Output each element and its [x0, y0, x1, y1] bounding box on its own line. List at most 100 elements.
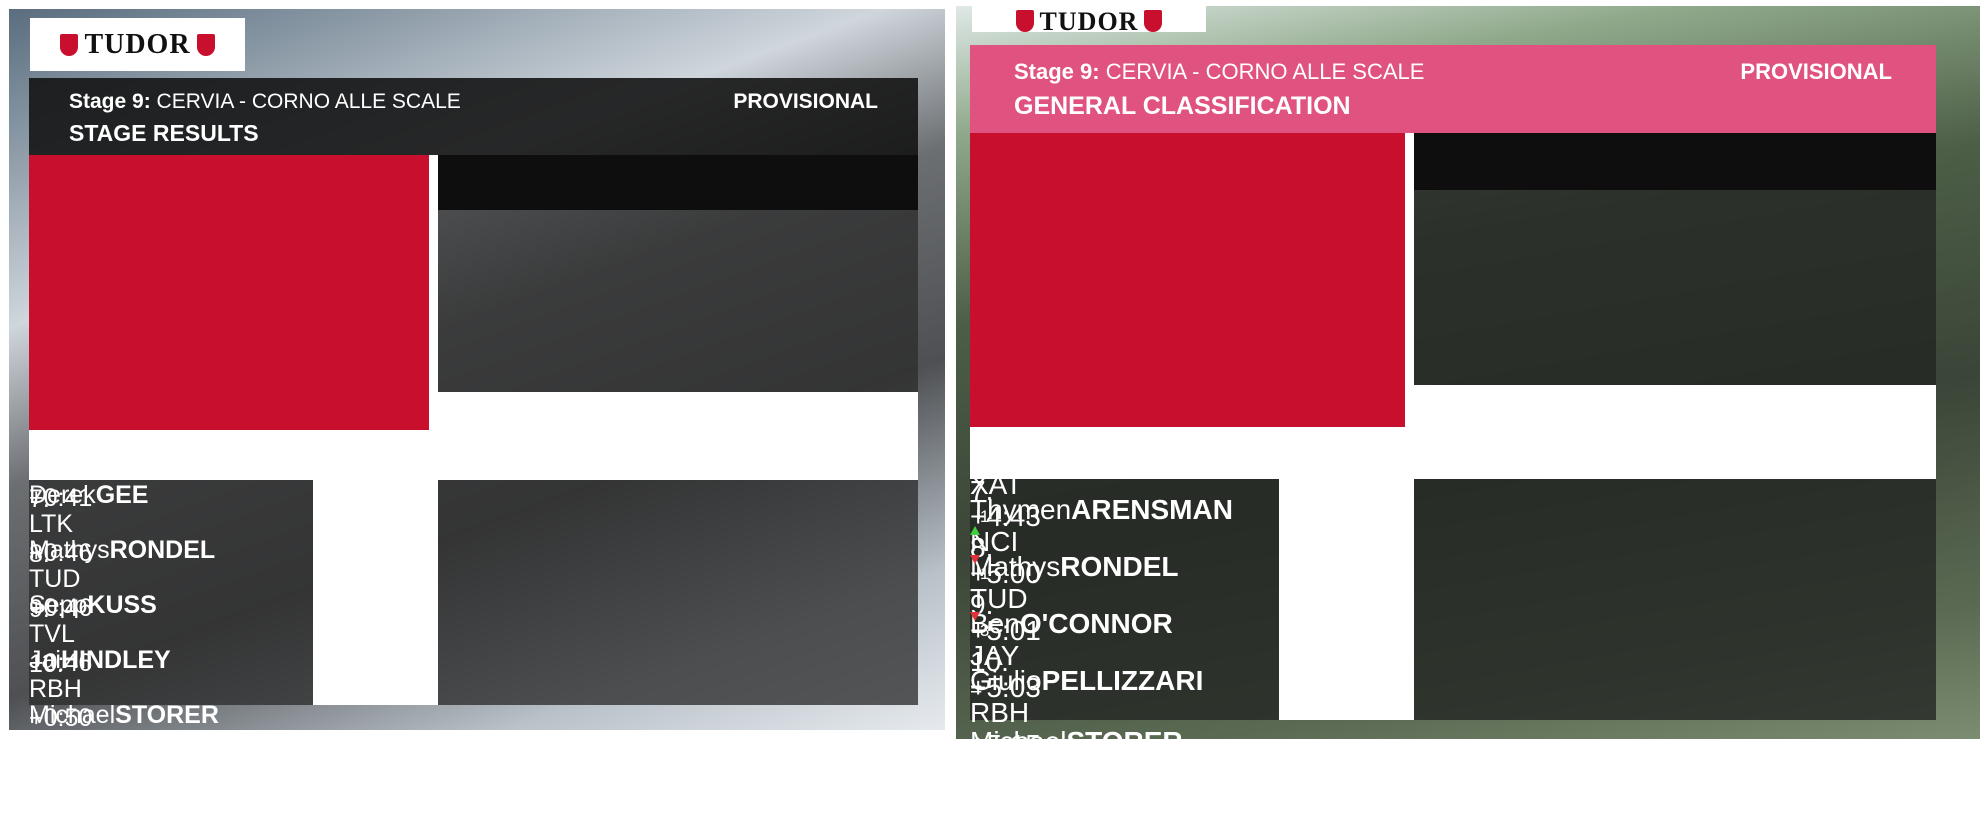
logo-shield [1015, 10, 1034, 32]
time: +5:03 [970, 672, 1041, 703]
first-name: Michael [970, 726, 1067, 757]
header: Stage 9: CERVIA - CORNO ALLE SCALE PROVI… [970, 45, 1936, 133]
team: TUD [29, 565, 81, 593]
stage-line: Stage 9: CERVIA - CORNO ALLE SCALE [1014, 59, 1424, 85]
position-change: 3 [970, 612, 1936, 641]
first-name: Jai [29, 646, 61, 674]
rider-name: MathysRONDEL [29, 536, 918, 565]
last-name: STORER [115, 701, 219, 729]
time: +5:20 [970, 790, 1041, 821]
last-name: STORER [1066, 726, 1183, 757]
row: 10. MichaelSTORER TUD +0:50 [29, 155, 918, 787]
team: TUD [29, 730, 81, 758]
last-name: PELLIZZARI [1041, 665, 1204, 696]
rider-name: MichaelSTORER [29, 701, 918, 730]
last-name: HINDLEY [60, 646, 171, 674]
team: RBH [970, 697, 1030, 728]
rank: 9. [29, 595, 50, 623]
first-name: Derek [29, 481, 96, 509]
team: TUD [970, 758, 1028, 789]
time: +5:00 [970, 558, 1041, 589]
rider-name: MichaelSTORER [970, 726, 1936, 758]
rider-name: ThymenARENSMAN [970, 494, 1936, 526]
change-places: 1 [980, 564, 990, 583]
rank: 7. [970, 475, 994, 506]
position-change: 1 [970, 507, 1936, 535]
logo-shield [60, 33, 79, 56]
last-name: ARENSMAN [1071, 494, 1233, 525]
logo-text: TUDOR [84, 28, 191, 60]
rank: 8. [29, 540, 50, 568]
rider-name: SeppKUSS [29, 591, 918, 620]
time: +4:43 [970, 501, 1041, 532]
time: +0:50 [29, 704, 93, 732]
rank: 7. [29, 485, 50, 513]
row: 7. 1 MathysRONDEL TUD +5:01 [970, 475, 1936, 646]
status: PROVISIONAL [733, 90, 878, 113]
stage-line: Stage 9: CERVIA - CORNO ALLE SCALE [69, 90, 461, 114]
page: TUDOR Stage 9: CERVIA - CORNO ALLE SCALE… [9, 0, 1980, 821]
title: STAGE RESULTS [69, 120, 259, 146]
flag-part [970, 133, 1405, 427]
rank: 10. [970, 646, 1009, 677]
team: NCI [970, 526, 1019, 557]
time: +5:01 [970, 615, 1041, 646]
time: +0:50 [29, 759, 93, 787]
logo-shield [1144, 10, 1163, 32]
time: +0:46 [29, 539, 93, 567]
change-arrow [970, 555, 980, 583]
logo: TUDOR [972, 0, 1206, 32]
rider-name: DerekGEE [29, 481, 918, 510]
time: +0:46 [29, 649, 93, 677]
header: Stage 9: CERVIA - CORNO ALLE SCALE PROVI… [29, 78, 918, 155]
first-name: Mathys [970, 551, 1061, 582]
flag-part [29, 155, 430, 430]
position-change: = [970, 678, 1936, 702]
team: LTK [29, 510, 73, 538]
position-change: 1 [970, 555, 1936, 584]
route: CERVIA - CORNO ALLE SCALE [156, 90, 461, 113]
change-places: 3 [980, 621, 990, 640]
rider-name: MathysRONDEL [970, 551, 1936, 583]
team: JAY [970, 640, 1020, 671]
rank: 10. [29, 650, 64, 678]
rider-name: JaiHINDLEY [29, 646, 918, 675]
first-name: Michael [29, 701, 116, 729]
change-arrow [970, 612, 980, 640]
team: TVL [29, 620, 75, 648]
stage: Stage 9: [69, 90, 151, 113]
first-name: Mathys [29, 536, 110, 564]
logo: TUDOR [30, 18, 245, 71]
first-name: Sepp [29, 591, 88, 619]
status: PROVISIONAL [1740, 59, 1892, 84]
stage: Stage 9: [1014, 59, 1100, 84]
logo-text: TUDOR [1039, 7, 1139, 33]
first-name: Ben [970, 608, 1020, 639]
results-table: 1.JonasVINGEGAARDTVL4:20:212.FelixGALLDC… [29, 155, 918, 787]
change-arrow [970, 507, 980, 535]
first-name: Thymen [970, 494, 1072, 525]
change-places: 1 [980, 507, 990, 526]
gc-table: 1.=AfonsoEULÁLIOTBV38:49:442.=JonasVINGE… [970, 133, 1936, 821]
team: RBH [29, 675, 82, 703]
route: CERVIA - CORNO ALLE SCALE [1105, 59, 1425, 84]
flag [970, 133, 1405, 726]
last-name: RONDEL [109, 536, 216, 564]
change-symbol: = [970, 678, 983, 701]
last-name: O'CONNOR [1019, 608, 1173, 639]
last-name: RONDEL [1060, 551, 1179, 582]
row: 9. JaiHINDLEY RBH +0:50 [29, 155, 918, 732]
title: GENERAL CLASSIFICATION [1014, 92, 1351, 120]
row: 7. MathysRONDEL TUD +0:46 [29, 485, 918, 622]
rank: 9. [970, 589, 994, 620]
rank: 8. [970, 532, 994, 563]
time: +0:46 [29, 594, 93, 622]
time: +0:41 [29, 484, 93, 512]
team: TUD [970, 583, 1028, 614]
rider-name: GiulioPELLIZZARI [970, 665, 1936, 697]
last-name: KUSS [87, 591, 157, 619]
rider-name: BenO'CONNOR [970, 608, 1936, 640]
last-name: GEE [95, 481, 149, 509]
flag [29, 155, 430, 701]
